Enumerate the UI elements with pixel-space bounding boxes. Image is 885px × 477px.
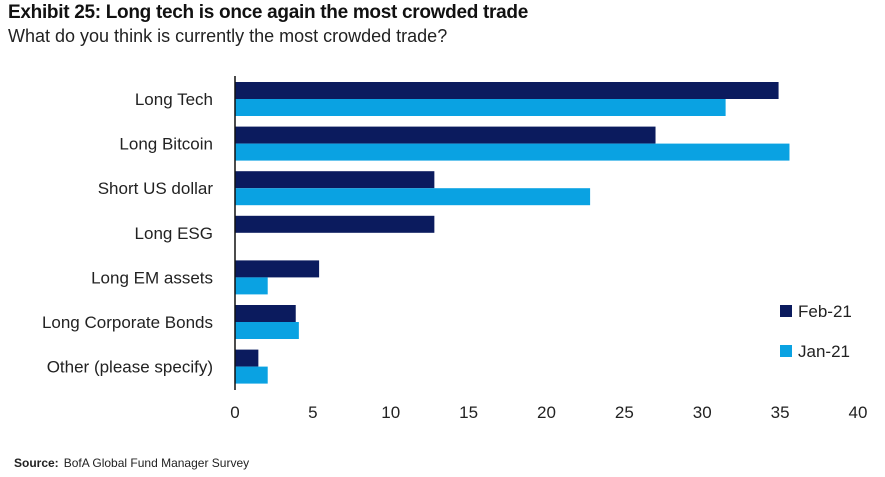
bar-feb-21 [235, 82, 779, 99]
chart-title: Exhibit 25: Long tech is once again the … [8, 2, 528, 23]
x-tick-label: 0 [230, 403, 239, 422]
category-label: Long Tech [135, 90, 213, 109]
x-tick-label: 15 [459, 403, 478, 422]
x-tick-label: 40 [849, 403, 868, 422]
legend-swatch [780, 305, 792, 317]
category-label: Long Bitcoin [119, 135, 213, 154]
x-tick-label: 30 [693, 403, 712, 422]
category-label: Long EM assets [91, 268, 213, 287]
x-tick-label: 5 [308, 403, 317, 422]
category-label: Long Corporate Bonds [42, 313, 213, 332]
bar-jan-21 [235, 188, 591, 206]
bar-feb-21 [235, 126, 656, 144]
x-tick-label: 25 [615, 403, 634, 422]
source-label: Source: [14, 456, 59, 470]
bar-feb-21 [235, 349, 259, 367]
x-tick-label: 35 [771, 403, 790, 422]
bar-feb-21 [235, 215, 435, 233]
bar-feb-21 [235, 171, 435, 189]
legend-label: Feb-21 [798, 302, 852, 321]
category-label: Other (please specify) [47, 358, 213, 377]
bar-jan-21 [235, 366, 268, 384]
bar-jan-21 [235, 277, 268, 295]
source-text: BofA Global Fund Manager Survey [63, 456, 250, 470]
x-tick-label: 20 [537, 403, 556, 422]
legend-label: Jan-21 [798, 342, 850, 361]
bar-jan-21 [235, 99, 726, 116]
bar-chart: Long Tech Long Bitcoin Short US dollar Long… [42, 76, 868, 422]
x-tick-label: 10 [381, 403, 400, 422]
legend-swatch [780, 345, 792, 357]
bar-feb-21 [235, 305, 296, 322]
bar-feb-21 [235, 260, 320, 278]
chart-subtitle: What do you think is currently the most … [8, 26, 448, 46]
category-label: Short US dollar [98, 179, 214, 198]
category-label: Long ESG [135, 224, 213, 243]
source-note: Source: BofA Global Fund Manager Survey [14, 456, 249, 470]
bar-jan-21 [235, 322, 299, 339]
bar-jan-21 [235, 143, 790, 161]
